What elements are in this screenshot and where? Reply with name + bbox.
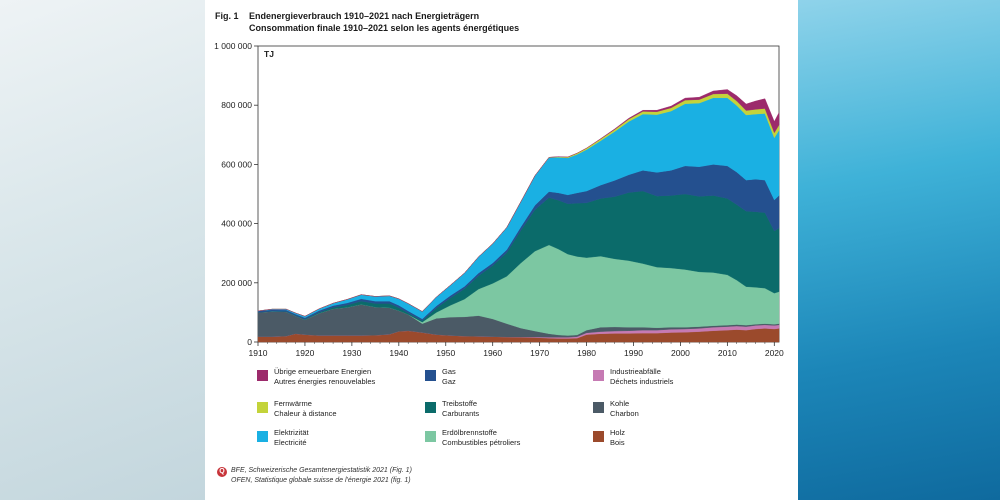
legend-swatch [425,402,436,413]
x-tick-label: 1990 [624,348,643,358]
legend-label: Übrige erneuerbare Energien Autres énergi… [274,367,375,387]
legend-label: Elektrizität Electricité [274,428,309,448]
source-icon: Q [217,467,227,477]
energy-area-chart: 0 200 000 400 000 600 000 800 000 1 000 000 19… [214,41,784,358]
legend-label-fr: Autres énergies renouvelables [274,377,376,386]
y-tick-label: 0 [247,337,252,347]
y-tick-label: 400 000 [221,219,252,229]
legend-label-de: Erdölbrennstoffe [442,428,497,437]
legend-label-fr: Déchets industriels [610,377,674,386]
legend-item: Elektrizität Electricité [257,428,427,452]
figure-title-de: Endenergieverbrauch 1910–2021 nach Energ… [249,11,480,21]
y-tick-label: 1 000 000 [214,41,252,51]
y-tick-label: 800 000 [221,100,252,110]
x-tick-label: 1950 [436,348,455,358]
legend-label-fr: Carburants [442,409,480,418]
x-tick-label: 2000 [671,348,690,358]
legend-label-de: Fernwärme [274,399,312,408]
legend-swatch [257,370,268,381]
figure-number: Fig. 1 [215,11,239,21]
x-tick-label: 1970 [530,348,549,358]
legend-item: Treibstoffe Carburants [425,399,595,423]
legend-label-fr: Gaz [442,377,456,386]
y-tick-label: 200 000 [221,278,252,288]
x-tick-label: 1930 [342,348,361,358]
legend-swatch [593,431,604,442]
legend-item: Kohle Charbon [593,399,763,423]
legend-label-de: Übrige erneuerbare Energien [274,367,372,376]
legend-label: Industrieabfälle Déchets industriels [610,367,673,387]
y-tick-label: 600 000 [221,159,252,169]
legend-item: Holz Bois [593,428,763,452]
x-tick-label: 1940 [389,348,408,358]
legend-item: Gas Gaz [425,367,595,391]
legend-label-de: Treibstoffe [442,399,478,408]
legend-label: Erdölbrennstoffe Combustibles pétroliers [442,428,520,448]
legend-swatch [425,431,436,442]
legend-item: Erdölbrennstoffe Combustibles pétroliers [425,428,595,452]
figure-card: Fig. 1 Endenergieverbrauch 1910–2021 nach… [205,0,798,500]
legend-swatch [257,431,268,442]
source-line-de: BFE, Schweizerische Gesamtenergiestatist… [231,467,412,474]
legend-swatch [593,402,604,413]
x-tick-label: 1980 [577,348,596,358]
legend-label: Fernwärme Chaleur à distance [274,399,337,419]
background-right [798,0,1000,500]
legend-item: Fernwärme Chaleur à distance [257,399,427,423]
legend-label-de: Industrieabfälle [610,367,661,376]
legend-label-fr: Electricité [274,438,307,447]
legend-label: Treibstoffe Carburants [442,399,479,419]
x-tick-label: 1910 [249,348,268,358]
unit-label: TJ [264,49,274,59]
x-tick-label: 2010 [718,348,737,358]
legend-item: Übrige erneuerbare Energien Autres énergi… [257,367,427,391]
legend-label-de: Gas [442,367,456,376]
legend-label-de: Kohle [610,399,630,408]
legend-swatch [257,402,268,413]
legend-swatch [593,370,604,381]
legend-label: Gas Gaz [442,367,456,387]
area-series-ubrige-erneuerbare-energien [257,89,780,317]
source-line-fr: OFEN, Statistique globale suisse de l'én… [231,477,411,484]
x-tick-label: 2020 [765,348,784,358]
legend-swatch [425,370,436,381]
x-tick-label: 1920 [295,348,314,358]
background-left [0,0,205,500]
figure-header: Fig. 1 Endenergieverbrauch 1910–2021 nach… [215,10,519,34]
legend-label-fr: Chaleur à distance [274,409,337,418]
legend-label: Holz Bois [610,428,625,448]
legend-label-de: Elektrizität [274,428,309,437]
legend-item: Industrieabfälle Déchets industriels [593,367,763,391]
legend-label-fr: Charbon [610,409,639,418]
x-tick-label: 1960 [483,348,502,358]
legend-label-fr: Combustibles pétroliers [442,438,521,447]
figure-title-fr: Consommation finale 1910–2021 selon les … [249,23,520,33]
legend-label: Kohle Charbon [610,399,639,419]
legend-label-fr: Bois [610,438,625,447]
legend-label-de: Holz [610,428,626,437]
